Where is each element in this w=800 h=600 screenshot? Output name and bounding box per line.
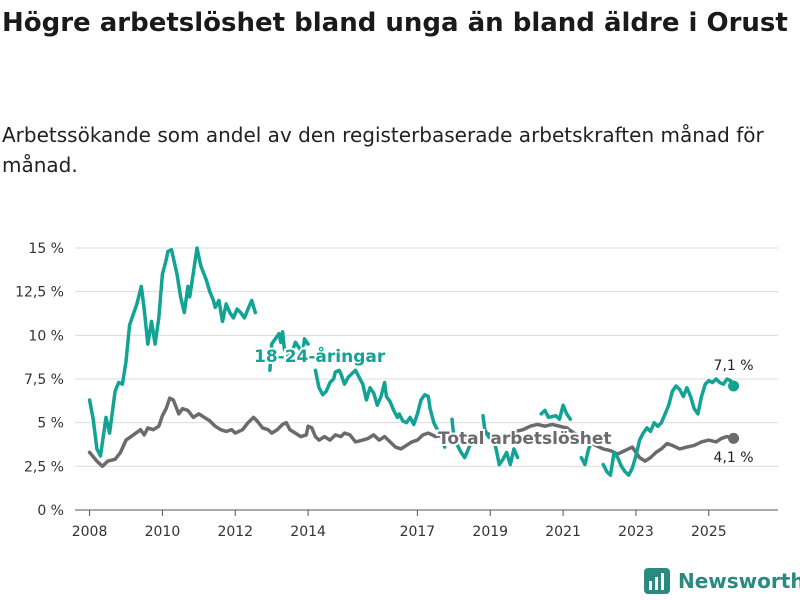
x-axis-tick-labels: 2008 2010 2012 2014 2017 2019 2021 2023 2025 (72, 524, 727, 540)
y-tick-label: 15 % (28, 241, 64, 257)
x-tick-label: 2017 (400, 524, 436, 540)
end-value-label-total: 4,1 % (714, 450, 754, 466)
brand-name: Newsworthy (678, 569, 800, 593)
series-line-youth-segment (539, 403, 573, 421)
y-tick-label: 12,5 % (15, 285, 64, 301)
series-line-youth-segment (579, 438, 594, 467)
x-tick-label: 2019 (472, 524, 508, 540)
series-line-youth-segment (601, 377, 736, 477)
series-line-youth-segment (481, 413, 520, 467)
series-lines (87, 246, 740, 477)
series-label-youth: 18-24-åringar (254, 345, 386, 367)
grid-lines (75, 247, 778, 516)
newsworthy-chart-icon (644, 568, 670, 594)
series-line-youth-segment (313, 368, 447, 449)
series-line-youth-segment (87, 246, 258, 458)
y-axis-tick-labels: 0 % 2,5 % 5 % 7,5 % 10 % 12,5 % 15 % (15, 241, 64, 519)
y-tick-label: 10 % (28, 328, 64, 344)
x-tick-label: 2025 (691, 524, 727, 540)
chart-title: Högre arbetslöshet bland unga än bland ä… (2, 8, 788, 38)
x-tick-label: 2010 (145, 524, 181, 540)
end-point-total (728, 432, 740, 444)
y-tick-label: 2,5 % (24, 459, 64, 475)
chart-subtitle: Arbetssökande som andel av den registerb… (2, 123, 764, 177)
x-tick-label: 2012 (217, 524, 253, 540)
newsworthy-brand[interactable]: Newsworthy (644, 566, 800, 596)
y-tick-label: 7,5 % (24, 372, 64, 388)
x-tick-label: 2021 (545, 524, 581, 540)
series-line-youth-segment (450, 417, 478, 460)
y-tick-label: 0 % (37, 503, 64, 519)
series-line-youth-segment (268, 330, 310, 373)
y-tick-label: 5 % (37, 416, 64, 432)
x-tick-label: 2008 (72, 524, 108, 540)
series-labels: 18-24-åringar Total arbetslöshet 7,1 % 4,1 … (252, 343, 754, 466)
end-point-youth (728, 380, 740, 392)
x-tick-label: 2023 (618, 524, 654, 540)
series-label-total: Total arbetslöshet (438, 429, 612, 449)
end-value-label-youth: 7,1 % (714, 358, 754, 374)
x-tick-label: 2014 (290, 524, 326, 540)
